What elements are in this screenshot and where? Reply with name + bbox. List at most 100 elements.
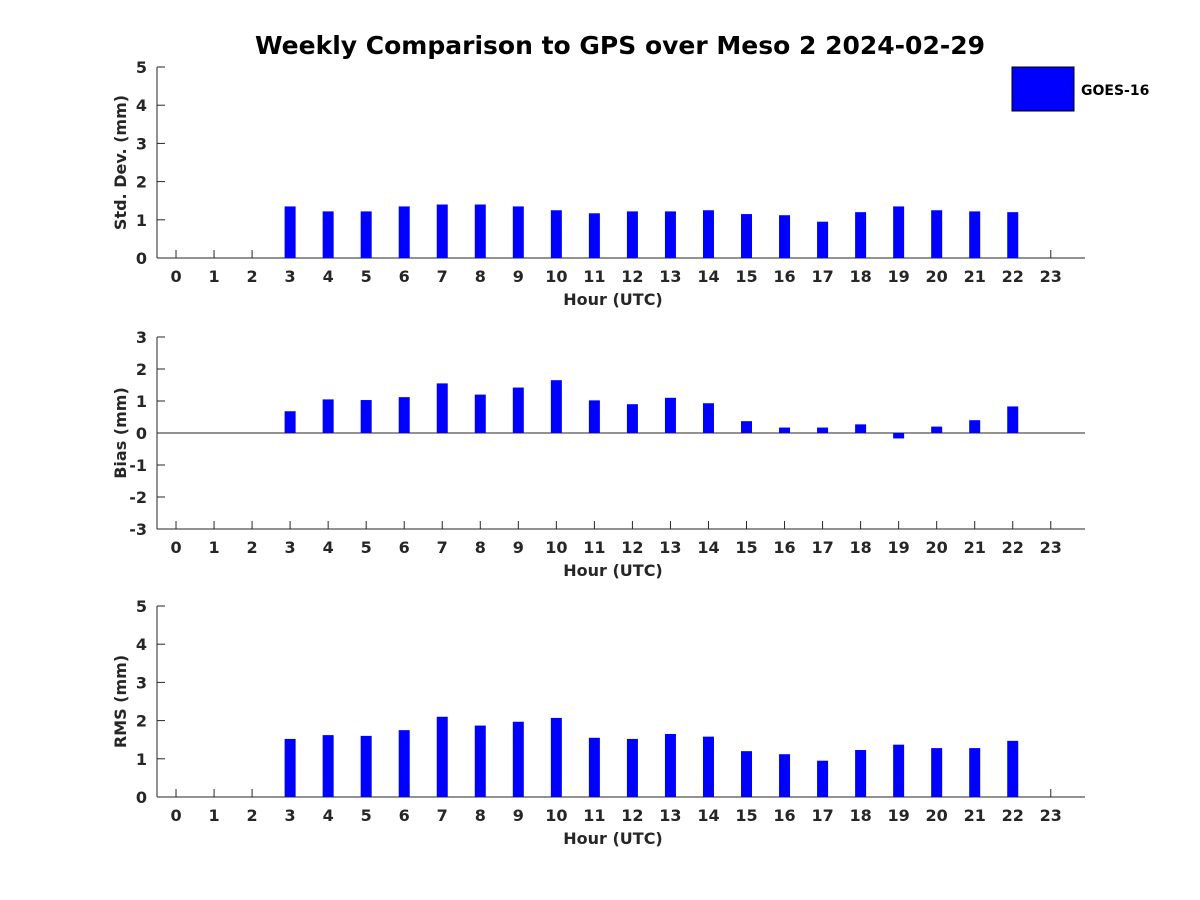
bias-bar (817, 427, 829, 433)
legend-swatch (1011, 66, 1075, 112)
std-dev-bar (931, 210, 943, 258)
bias-y-tick-label: -2 (129, 488, 147, 507)
std-dev-bar (512, 206, 524, 258)
std-dev-x-tick-label: 14 (697, 267, 719, 286)
bias-bar (436, 383, 448, 433)
std-dev-bar (779, 215, 791, 258)
bias-bar (893, 433, 905, 439)
bias-x-tick-label: 5 (361, 538, 372, 557)
std-dev-x-tick-label: 6 (399, 267, 410, 286)
rms-x-tick-label: 20 (926, 806, 948, 825)
rms-bar (779, 754, 791, 797)
rms-x-tick-label: 5 (361, 806, 372, 825)
bias-x-tick-label: 17 (811, 538, 833, 557)
rms-bar (969, 748, 981, 797)
rms-bar (664, 733, 676, 797)
std-dev-y-tick-label: 2 (136, 173, 147, 192)
bias-x-tick-label: 15 (735, 538, 757, 557)
std-dev-bar (855, 212, 867, 258)
std-dev-x-tick-label: 9 (513, 267, 524, 286)
std-dev-bar (588, 213, 600, 258)
std-dev-bar (436, 204, 448, 258)
std-dev-bar (702, 210, 714, 258)
bias-x-tick-label: 22 (1002, 538, 1024, 557)
bias-bar (702, 403, 714, 433)
rms-y-tick-label: 5 (136, 597, 147, 616)
bias-x-tick-label: 4 (323, 538, 334, 557)
rms-bar (931, 748, 943, 797)
rms-y-tick-label: 0 (136, 788, 147, 807)
bias-bar (322, 399, 334, 433)
bias-bar (626, 404, 638, 433)
bias-x-tick-label: 19 (888, 538, 910, 557)
bias-bar (741, 421, 753, 433)
std-dev-bar (664, 211, 676, 258)
rms-x-tick-label: 19 (888, 806, 910, 825)
rms-x-axis-label: Hour (UTC) (563, 829, 663, 848)
bias-x-tick-label: 12 (621, 538, 643, 557)
bias-x-tick-label: 8 (475, 538, 486, 557)
rms-bar (474, 725, 486, 797)
bias-bar (284, 411, 296, 433)
std-dev-x-tick-label: 12 (621, 267, 643, 286)
std-dev-y-tick-label: 1 (136, 211, 147, 230)
bias-x-axis-label: Hour (UTC) (563, 561, 663, 580)
std-dev-bar (474, 204, 486, 258)
std-dev-bar (360, 211, 372, 258)
rms-bar (436, 716, 448, 797)
std-dev-bar (1007, 212, 1019, 258)
std-dev-y-tick-label: 0 (136, 249, 147, 268)
bias-x-tick-label: 21 (964, 538, 986, 557)
rms-x-tick-label: 11 (583, 806, 605, 825)
rms-x-tick-label: 15 (735, 806, 757, 825)
bias-x-tick-label: 0 (170, 538, 181, 557)
bias-x-tick-label: 11 (583, 538, 605, 557)
bias-y-tick-label: -3 (129, 520, 147, 539)
std-dev-bar (741, 214, 753, 258)
std-dev-x-tick-label: 0 (170, 267, 181, 286)
bias-x-tick-label: 3 (285, 538, 296, 557)
std-dev-x-tick-label: 17 (811, 267, 833, 286)
rms-bar (360, 735, 372, 797)
bias-x-tick-label: 14 (697, 538, 719, 557)
rms-bar (626, 738, 638, 797)
rms-y-tick-label: 4 (136, 635, 147, 654)
std-dev-x-tick-label: 5 (361, 267, 372, 286)
bias-y-tick-label: 2 (136, 360, 147, 379)
rms-y-tick-label: 1 (136, 750, 147, 769)
bias-x-tick-label: 10 (545, 538, 567, 557)
rms-x-tick-label: 1 (208, 806, 219, 825)
rms-y-tick-label: 2 (136, 712, 147, 731)
rms-x-tick-label: 8 (475, 806, 486, 825)
rms-bar (588, 737, 600, 797)
std-dev-x-tick-label: 18 (849, 267, 871, 286)
bias-x-tick-label: 18 (849, 538, 871, 557)
std-dev-y-tick-label: 5 (136, 58, 147, 77)
bias-bar (588, 400, 600, 433)
bias-y-tick-label: -1 (129, 456, 147, 475)
std-dev-y-axis-label: Std. Dev. (mm) (111, 95, 130, 230)
bias-bar (855, 424, 867, 433)
bias-bar (969, 420, 981, 433)
std-dev-x-tick-label: 22 (1002, 267, 1024, 286)
bias-x-tick-label: 20 (926, 538, 948, 557)
rms-bar (893, 744, 905, 797)
std-dev-bar (550, 210, 562, 258)
rms-y-axis-label: RMS (mm) (111, 655, 130, 748)
rms-bar (817, 760, 829, 797)
std-dev-bar (398, 206, 410, 258)
bias-x-tick-label: 16 (773, 538, 795, 557)
std-dev-x-tick-label: 11 (583, 267, 605, 286)
bias-x-tick-label: 9 (513, 538, 524, 557)
std-dev-x-tick-label: 8 (475, 267, 486, 286)
rms-x-tick-label: 23 (1040, 806, 1062, 825)
bias-x-tick-label: 7 (437, 538, 448, 557)
bias-y-tick-label: 0 (136, 424, 147, 443)
std-dev-x-tick-label: 2 (247, 267, 258, 286)
rms-x-tick-label: 14 (697, 806, 719, 825)
rms-bar (284, 738, 296, 797)
bias-bar (398, 397, 410, 433)
rms-bar (702, 736, 714, 797)
